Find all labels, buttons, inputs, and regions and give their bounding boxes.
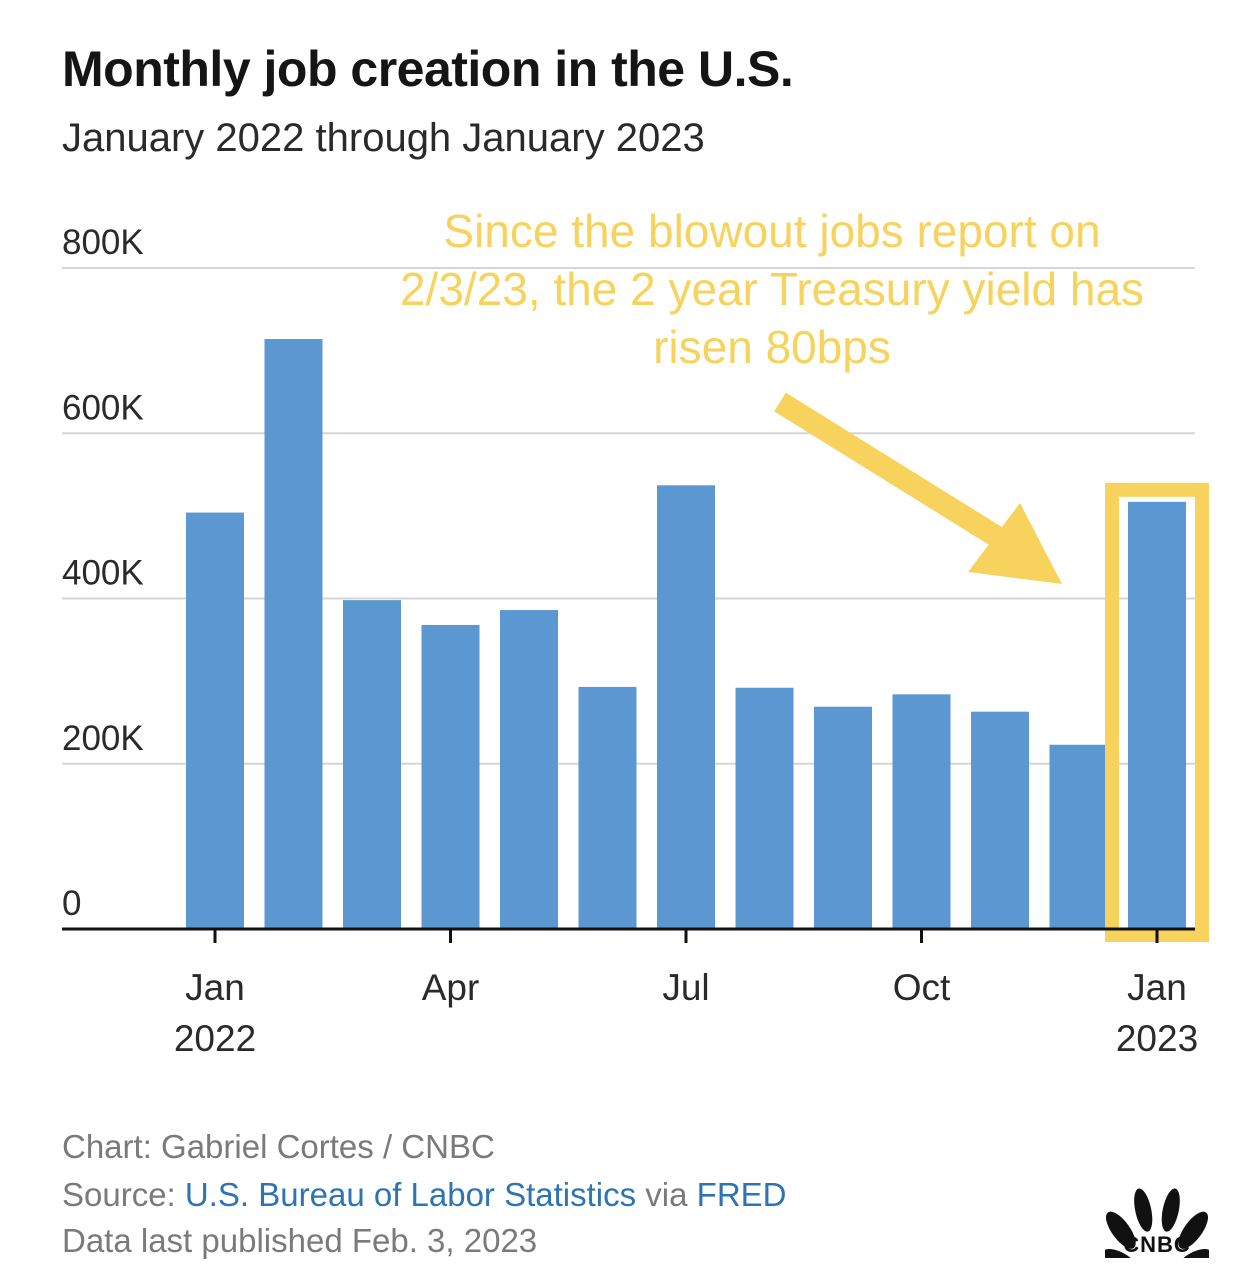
arrow-head bbox=[968, 503, 1062, 584]
bar bbox=[1049, 744, 1108, 929]
annotation: Since the blowout jobs report on 2/3/23, … bbox=[400, 205, 1209, 942]
source-prefix: Source: bbox=[62, 1176, 185, 1213]
annotation-text: Since the blowout jobs report on bbox=[443, 205, 1100, 257]
chart-subtitle: January 2022 through January 2023 bbox=[62, 116, 705, 160]
published-date: Data last published Feb. 3, 2023 bbox=[62, 1222, 538, 1259]
x-tick-year-label: 2022 bbox=[174, 1018, 256, 1059]
bar bbox=[735, 687, 794, 929]
chart-credit: Chart: Gabriel Cortes / CNBC bbox=[62, 1128, 495, 1165]
grid-lines: 0 200K 400K 600K 800K bbox=[62, 223, 1195, 923]
chart-title: Monthly job creation in the U.S. bbox=[62, 41, 794, 97]
bar bbox=[892, 694, 951, 929]
bar bbox=[421, 624, 480, 929]
x-tick-label: Jul bbox=[662, 967, 709, 1008]
y-tick-label: 200K bbox=[62, 719, 144, 758]
source-line: Source: U.S. Bureau of Labor Statistics … bbox=[62, 1176, 787, 1214]
arrow-shaft bbox=[774, 392, 1016, 555]
bar bbox=[971, 711, 1029, 929]
source-via: via bbox=[636, 1176, 697, 1213]
y-tick-label: 800K bbox=[62, 223, 144, 262]
x-tick-label: Apr bbox=[422, 967, 480, 1008]
cnbc-logo-text: CNBC bbox=[1123, 1232, 1191, 1257]
x-tick-label: Jan bbox=[1127, 967, 1187, 1008]
bar bbox=[578, 686, 637, 929]
x-tick-label: Oct bbox=[893, 967, 951, 1008]
bar bbox=[264, 339, 323, 929]
bls-link[interactable]: U.S. Bureau of Labor Statistics bbox=[184, 1176, 637, 1213]
annotation-text: risen 80bps bbox=[653, 321, 891, 373]
peacock-icon bbox=[1105, 1188, 1209, 1258]
x-tick-year-label: 2023 bbox=[1116, 1018, 1198, 1059]
bar bbox=[814, 706, 872, 929]
bar bbox=[500, 610, 558, 929]
y-tick-label: 600K bbox=[62, 388, 144, 427]
bars bbox=[186, 339, 1186, 929]
fred-link[interactable]: FRED bbox=[696, 1176, 787, 1213]
x-tick-label: Jan bbox=[185, 967, 245, 1008]
bar-chart: 0 200K 400K 600K 800K Since the blowout jobs… bbox=[62, 205, 1209, 1059]
bar bbox=[186, 512, 244, 929]
bar bbox=[657, 485, 715, 929]
annotation-text: 2/3/23, the 2 year Treasury yield has bbox=[400, 263, 1144, 315]
y-tick-label: 0 bbox=[62, 884, 81, 923]
bar bbox=[343, 600, 401, 929]
y-tick-label: 400K bbox=[62, 554, 144, 593]
axes: Jan 2022 Apr Jul Oct Jan 2023 bbox=[62, 927, 1198, 1059]
bar bbox=[1128, 501, 1186, 929]
